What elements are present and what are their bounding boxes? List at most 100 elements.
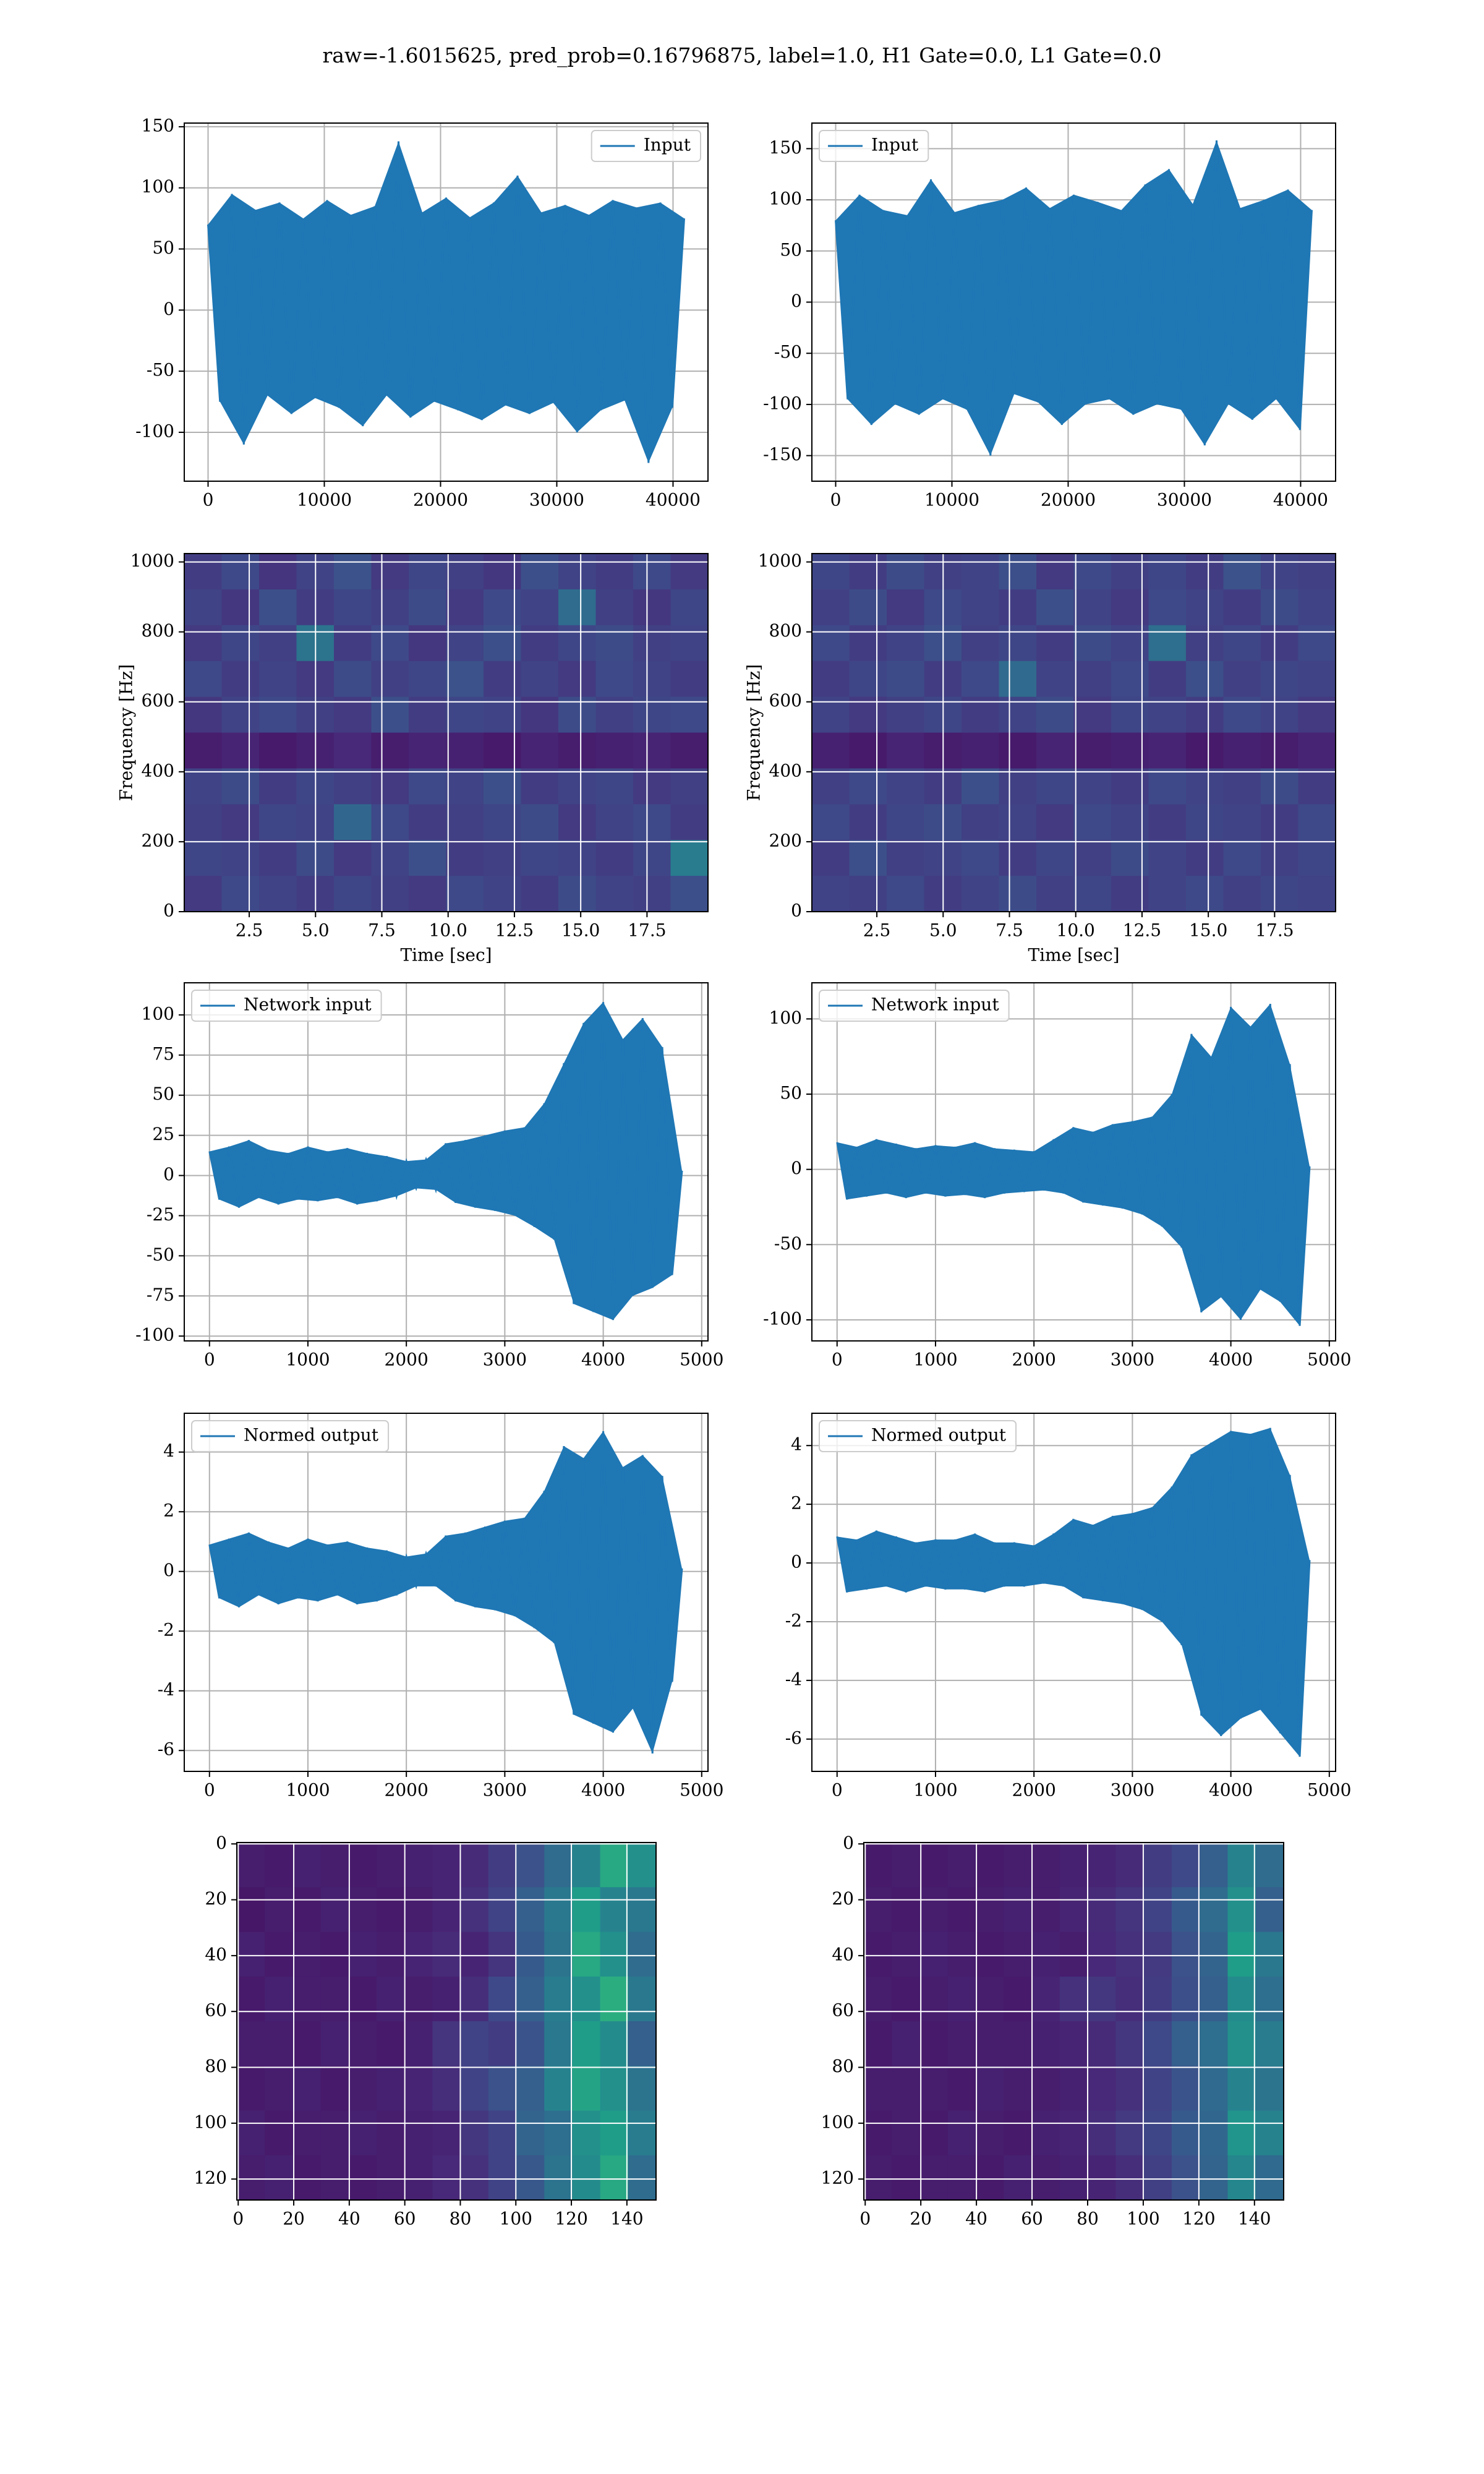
heatmap-cell xyxy=(409,732,447,769)
heatmap-cell xyxy=(572,2155,601,2201)
heatmap-cell xyxy=(334,768,372,805)
axes-frame xyxy=(236,1842,657,2201)
heatmap-cell xyxy=(1261,554,1299,590)
heatmap-cell xyxy=(334,804,372,841)
y-tick-label: -100 xyxy=(763,1308,802,1329)
heatmap-cell xyxy=(1031,1976,1060,2022)
legend-box xyxy=(191,1420,390,1452)
heatmap-cell xyxy=(1148,661,1187,698)
heatmap-cell xyxy=(1036,696,1075,734)
heatmap-cell xyxy=(962,696,1000,734)
heatmap-cell xyxy=(446,876,484,912)
legend: Input xyxy=(591,130,701,162)
heatmap-cell xyxy=(999,840,1037,876)
y-tick-label: 200 xyxy=(142,830,174,850)
heatmap-cell xyxy=(1261,876,1299,912)
heatmap-cell xyxy=(887,661,925,698)
heatmap-cell xyxy=(320,1976,349,2022)
heatmap-cell xyxy=(670,840,709,876)
heatmap-cell xyxy=(1115,1932,1145,1977)
heatmap-cell xyxy=(348,2066,377,2112)
heatmap-cell xyxy=(1004,2110,1033,2156)
heatmap-cell xyxy=(600,2155,629,2201)
heatmap-cell xyxy=(1143,1843,1172,1888)
heatmap-cell xyxy=(516,1976,545,2022)
heatmap-cell xyxy=(544,1887,573,1933)
heatmap-cell xyxy=(1200,2021,1229,2066)
x-tick-label: 30000 xyxy=(529,490,584,510)
y-tick-label: 20 xyxy=(205,1888,227,1909)
x-tick-label: 2.5 xyxy=(236,920,263,941)
heatmap-cell xyxy=(1143,2110,1172,2156)
heatmap-cell xyxy=(1148,696,1187,734)
x-tick-label: 80 xyxy=(1077,2209,1099,2229)
x-tick-label: 100 xyxy=(1127,2209,1159,2229)
legend-box xyxy=(591,130,701,162)
heatmap-cell xyxy=(999,589,1037,626)
heatmap-cell xyxy=(999,876,1037,912)
y-tick-label: -4 xyxy=(158,1679,174,1700)
heatmap-cell xyxy=(334,876,372,912)
heatmap-cell xyxy=(446,589,484,626)
heatmap-cell xyxy=(628,2066,657,2112)
heatmap-cell xyxy=(404,1887,433,1933)
heatmap-cell xyxy=(265,2155,293,2201)
heatmap-cell xyxy=(377,2066,405,2112)
heatmap-cell xyxy=(237,1976,265,2022)
heatmap-cell xyxy=(1223,876,1261,912)
x-tick-label: 0 xyxy=(832,1780,843,1800)
heatmap-cell xyxy=(484,768,522,805)
x-tick-label: 12.5 xyxy=(495,920,534,941)
heatmap-cell xyxy=(446,732,484,769)
heatmap-cell xyxy=(1200,1843,1229,1888)
heatmap-cell xyxy=(544,1843,573,1888)
heatmap-cell xyxy=(812,840,850,876)
y-tick-label: 0 xyxy=(791,901,802,921)
heatmap-cell xyxy=(1148,840,1187,876)
heatmap-cell xyxy=(320,2110,349,2156)
heatmap-cell xyxy=(558,840,597,876)
heatmap-cell xyxy=(1255,1976,1284,2022)
heatmap-cell xyxy=(1088,2155,1116,2201)
heatmap-cell xyxy=(595,804,634,841)
heatmap-cell xyxy=(864,2021,892,2066)
axes-frame xyxy=(863,1842,1284,2201)
heatmap-cell xyxy=(1255,1932,1284,1977)
heatmap-cell xyxy=(1171,2155,1200,2201)
heatmap-cell xyxy=(1059,1932,1088,1977)
heatmap-cell xyxy=(670,768,709,805)
heatmap-cell xyxy=(484,840,522,876)
y-tick-label: -50 xyxy=(147,360,174,380)
heatmap-cell xyxy=(1261,768,1299,805)
heatmap-cell xyxy=(1036,589,1075,626)
heatmap-cell xyxy=(976,1976,1004,2022)
heatmap-cell xyxy=(488,1843,517,1888)
y-tick-label: -25 xyxy=(147,1204,174,1225)
heatmap-cell xyxy=(1004,1843,1033,1888)
heatmap-cell xyxy=(1298,625,1336,662)
heatmap-cell xyxy=(1171,2066,1200,2112)
y-tick-label: 50 xyxy=(152,1084,174,1104)
heatmap-cell xyxy=(1261,804,1299,841)
heatmap-cell xyxy=(628,1887,657,1933)
heatmap-cell xyxy=(404,1932,433,1977)
heatmap-cell xyxy=(371,661,409,698)
heatmap-cell xyxy=(1111,804,1149,841)
heatmap-cell xyxy=(1148,768,1187,805)
heatmap-cell xyxy=(633,589,672,626)
heatmap-cell xyxy=(892,1976,921,2022)
heatmap-cell xyxy=(1261,589,1299,626)
legend-label: Input xyxy=(871,135,919,155)
heatmap-cell xyxy=(633,876,672,912)
heatmap-cell xyxy=(864,1887,892,1933)
x-tick-label: 10000 xyxy=(297,490,352,510)
heatmap-cell xyxy=(521,840,559,876)
heatmap-cell xyxy=(521,696,559,734)
y-tick-label: 0 xyxy=(163,901,174,921)
heatmap-cell xyxy=(1059,2066,1088,2112)
heatmap-cell xyxy=(633,625,672,662)
y-tick-label: -6 xyxy=(785,1727,802,1748)
x-tick-label: 10000 xyxy=(924,490,979,510)
heatmap-cell xyxy=(1115,2110,1145,2156)
